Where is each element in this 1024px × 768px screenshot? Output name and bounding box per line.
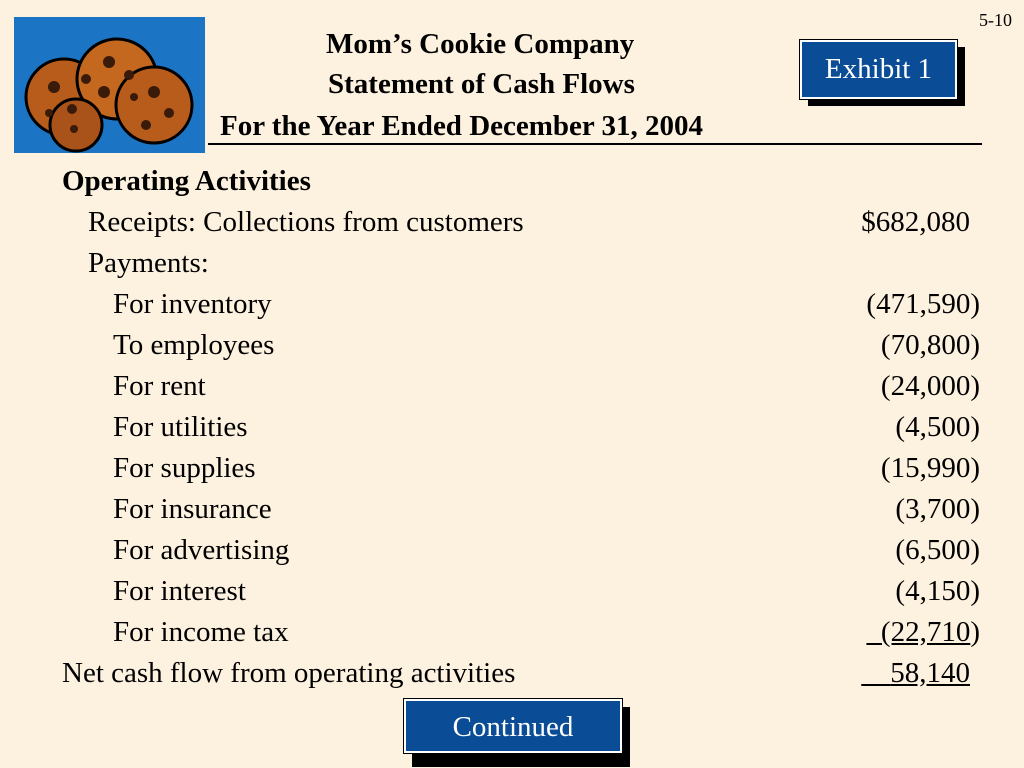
statement-period: For the Year Ended December 31, 2004	[220, 110, 704, 142]
exhibit-button[interactable]: Exhibit 1	[799, 39, 958, 100]
payment-label: For advertising	[113, 534, 290, 566]
payment-label: For income tax	[113, 616, 289, 648]
net-cash-amount: 58,140	[861, 653, 970, 694]
payment-amount: (70,800)	[880, 329, 980, 361]
payment-label: For interest	[113, 575, 246, 607]
payment-amount: (3,700)	[895, 493, 980, 525]
net-cash-amount-value: 58,140	[890, 657, 970, 689]
payment-label: For insurance	[113, 493, 272, 525]
net-cash-label: Net cash flow from operating activities	[62, 657, 516, 689]
statement-title: Statement of Cash Flows	[328, 68, 635, 100]
slide-number: 5-10	[979, 10, 1012, 30]
income-tax-amount-underlined: (22,710	[866, 616, 970, 648]
payment-label: For inventory	[113, 288, 272, 320]
payment-amount: (24,000)	[880, 370, 980, 402]
payment-label: To employees	[113, 329, 275, 361]
income-tax-amount-value: (22,710	[880, 616, 971, 648]
payment-amount: (4,500)	[895, 411, 980, 443]
receipts-amount: $682,080	[861, 206, 970, 238]
title-rule	[208, 143, 982, 145]
payment-label: For supplies	[113, 452, 256, 484]
company-name: Mom’s Cookie Company	[326, 28, 635, 60]
payment-label: For utilities	[113, 411, 248, 443]
payment-amount: (471,590)	[866, 288, 980, 320]
income-tax-amount-tail: )	[970, 616, 980, 648]
section-heading: Operating Activities	[62, 165, 311, 197]
receipts-label: Receipts: Collections from customers	[88, 206, 524, 238]
income-tax-amount: (22,710)	[866, 612, 980, 653]
payment-amount: (6,500)	[895, 534, 980, 566]
payment-label: For rent	[113, 370, 206, 402]
payments-label: Payments:	[88, 247, 209, 279]
cookies-icon	[24, 37, 194, 153]
cookies-logo	[14, 17, 205, 153]
continued-button[interactable]: Continued	[403, 698, 623, 754]
payment-amount: (4,150)	[895, 575, 980, 607]
net-cash-amount-underlined: 58,140	[861, 657, 970, 689]
payment-amount: (15,990)	[880, 452, 980, 484]
